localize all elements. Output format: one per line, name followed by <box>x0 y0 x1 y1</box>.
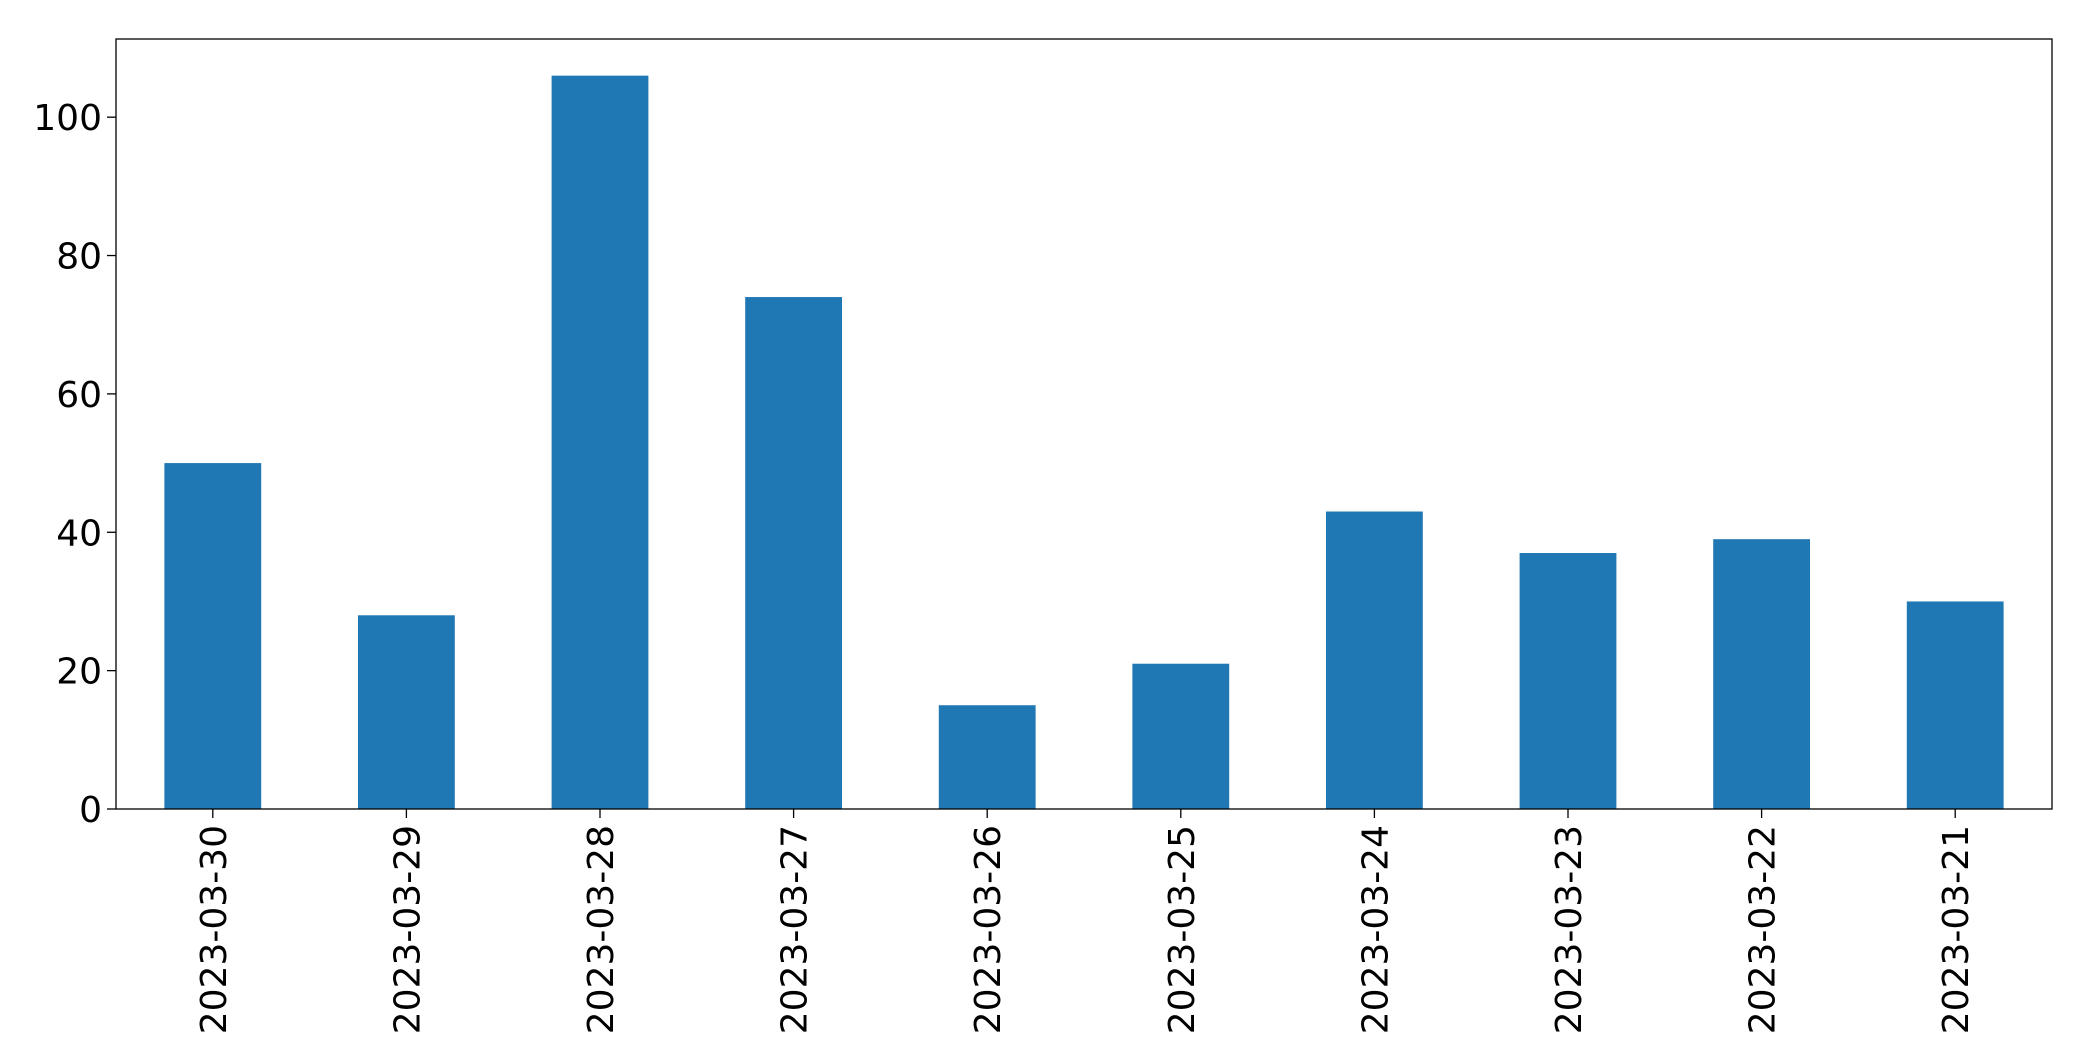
x-tick-label: 2023-03-25 <box>1162 825 1203 1034</box>
bar <box>1906 601 2004 809</box>
bar <box>1326 511 1423 809</box>
bar <box>358 615 455 809</box>
bar <box>164 463 262 809</box>
x-tick-label: 2023-03-28 <box>581 825 622 1034</box>
bar <box>1132 663 1230 809</box>
y-tick-label: 60 <box>56 375 102 416</box>
x-tick-label: 2023-03-21 <box>1936 825 1977 1034</box>
y-tick-label: 0 <box>79 790 102 831</box>
x-tick-label: 2023-03-26 <box>968 825 1009 1034</box>
bar <box>551 75 649 809</box>
bar <box>1713 539 1810 809</box>
x-tick-label: 2023-03-30 <box>194 825 235 1034</box>
bar <box>1519 553 1617 809</box>
y-tick-label: 40 <box>56 513 102 554</box>
y-tick-label: 100 <box>33 98 102 139</box>
plot-frame <box>115 38 2053 810</box>
x-tick-label: 2023-03-27 <box>775 825 816 1034</box>
x-tick-label: 2023-03-23 <box>1549 825 1590 1034</box>
x-tick-label: 2023-03-24 <box>1355 825 1396 1034</box>
bar <box>745 297 842 809</box>
y-tick-label: 20 <box>56 652 102 693</box>
x-tick-label: 2023-03-22 <box>1743 825 1784 1034</box>
y-tick-label: 80 <box>56 237 102 278</box>
x-tick-label: 2023-03-29 <box>387 825 428 1034</box>
bar <box>938 705 1036 809</box>
